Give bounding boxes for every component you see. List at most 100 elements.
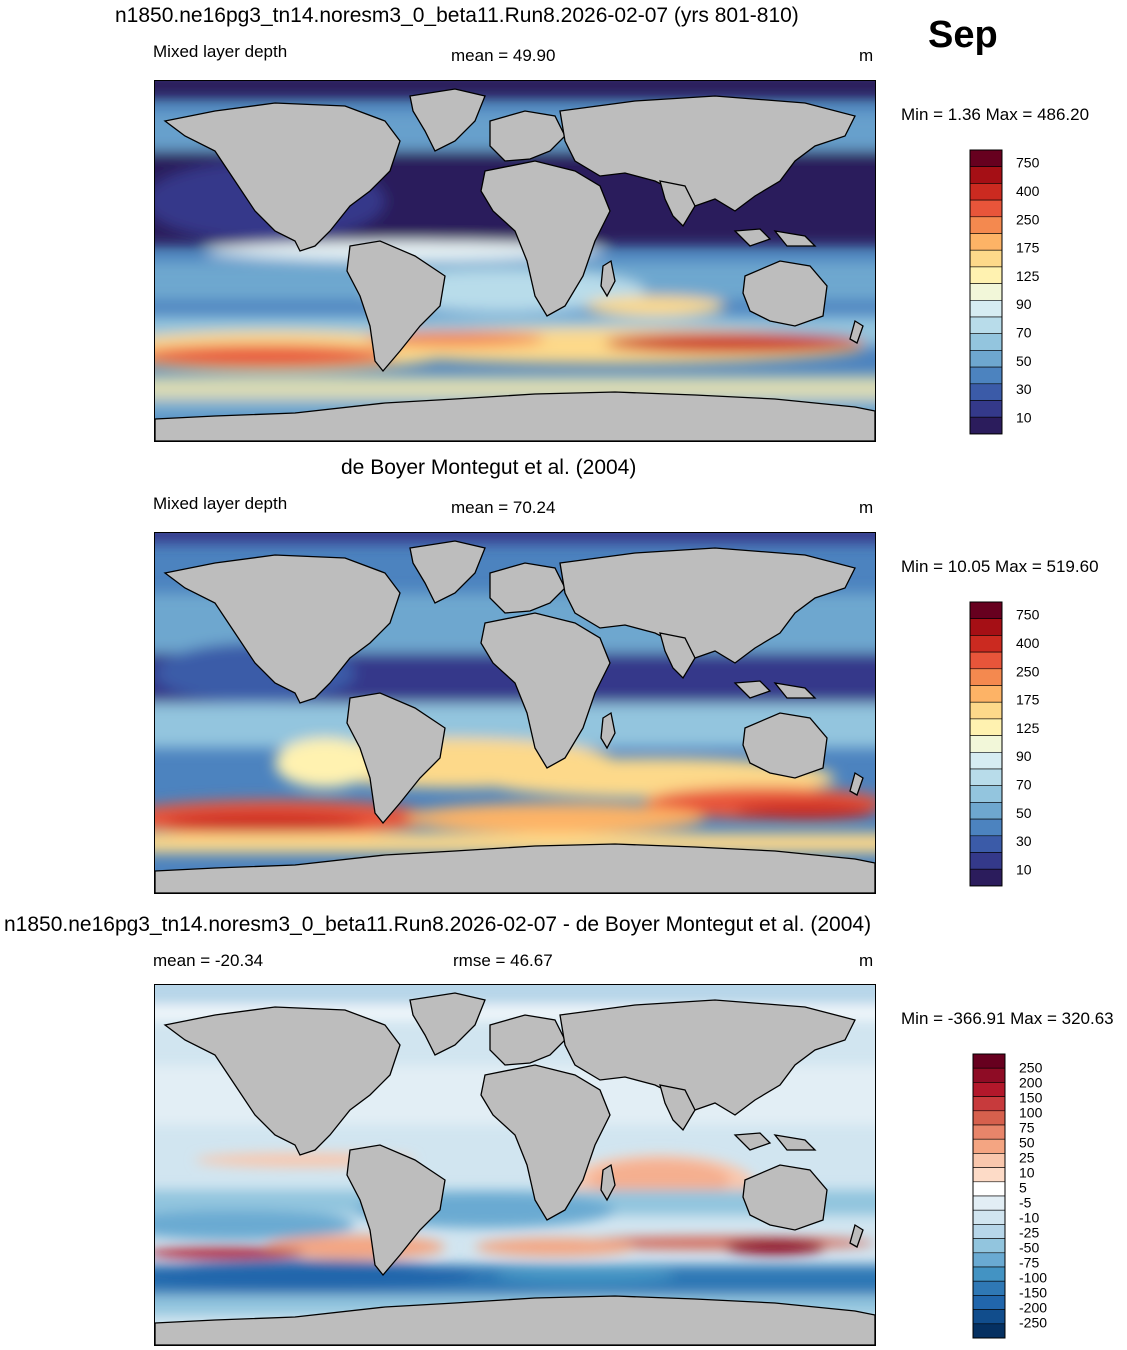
panel2-colorbar-swatch	[969, 735, 1003, 753]
panel2-colorbar-tick-label: 10	[1016, 861, 1032, 877]
panel3-colorbar-swatch	[972, 1124, 1006, 1140]
panel2-map	[154, 532, 876, 894]
panel2-colorbar-tick-label: 250	[1016, 663, 1040, 679]
panel2-colorbar-swatch	[969, 618, 1003, 636]
panel3-colorbar-tick-label: 200	[1019, 1075, 1043, 1091]
panel2-colorbar-swatch	[969, 852, 1003, 870]
panel1-colorbar-swatch	[969, 183, 1003, 201]
panel1-colorbar-tick-label: 750	[1016, 155, 1040, 171]
panel3-colorbar-tick-label: -100	[1019, 1270, 1047, 1286]
panel2-colorbar: 750 400 250 175 125 90 70 50 30 10	[969, 601, 1110, 887]
panel3-colorbar-swatch	[972, 1323, 1006, 1339]
panel3-colorbar-tick-label: -50	[1019, 1240, 1039, 1256]
panel2-colorbar-tick-label: 175	[1016, 692, 1040, 708]
panel2-colorbar-swatch	[969, 802, 1003, 820]
panel3-colorbar-tick-label: 150	[1019, 1090, 1043, 1106]
panel1-colorbar-tick-label: 50	[1016, 353, 1032, 369]
panel3-colorbar-swatch	[972, 1167, 1006, 1183]
panel3-colorbar-tick-label: -75	[1019, 1255, 1039, 1271]
panel3-colorbar-swatch	[972, 1309, 1006, 1325]
panel1-colorbar-swatch	[969, 233, 1003, 251]
panel3-colorbar-tick-label: 50	[1019, 1135, 1035, 1151]
panel2-colorbar-swatch	[969, 785, 1003, 803]
panel1-colorbar-swatch	[969, 166, 1003, 184]
month-label: Sep	[928, 14, 998, 56]
panel2-colorbar-swatch	[969, 601, 1003, 620]
panel1-colorbar-tick-label: 90	[1016, 296, 1032, 312]
panel2-colorbar-tick-label: 30	[1016, 833, 1032, 849]
panel2-colorbar-tick-label: 750	[1016, 607, 1040, 623]
panel3-minmax-label: Min = -366.91 Max = 320.63	[901, 1009, 1114, 1028]
panel2-variable-label: Mixed layer depth	[153, 494, 288, 513]
panel3-colorbar-tick-label: -250	[1019, 1315, 1047, 1331]
panel2-colorbar-swatch	[969, 635, 1003, 653]
panel1-colorbar-tick-label: 400	[1016, 183, 1040, 199]
panel2-colorbar-tick-label: 70	[1016, 777, 1032, 793]
panel2-colorbar-tick-label: 90	[1016, 748, 1032, 764]
panel1-colorbar-tick-label: 175	[1016, 240, 1040, 256]
panel1-colorbar-swatch	[969, 149, 1003, 168]
panel1-mean-label: mean = 49.90	[451, 46, 556, 65]
panel3-colorbar-swatch	[972, 1053, 1006, 1069]
panel3-colorbar-tick-label: 5	[1019, 1180, 1027, 1196]
panel3-colorbar-swatch	[972, 1295, 1006, 1310]
panel2-colorbar-tick-label: 400	[1016, 635, 1040, 651]
panel1-variable-label: Mixed layer depth	[153, 42, 288, 61]
panel2-colorbar-swatch	[969, 651, 1003, 670]
panel3-colorbar-swatch	[972, 1181, 1006, 1197]
panel1-colorbar-swatch	[969, 216, 1003, 234]
panel2-minmax-label: Min = 10.05 Max = 519.60	[901, 557, 1099, 576]
panel3-colorbar-tick-label: 75	[1019, 1120, 1035, 1136]
panel3-mean-label: mean = -20.34	[153, 951, 264, 970]
panel2-title: de Boyer Montegut et al. (2004)	[341, 456, 637, 479]
panel2-colorbar-swatch	[969, 818, 1003, 837]
panel1-colorbar-swatch	[969, 266, 1003, 284]
panel1-colorbar-tick-label: 250	[1016, 211, 1040, 227]
panel1-colorbar-swatch	[969, 199, 1003, 218]
panel3-colorbar-tick-label: 100	[1019, 1105, 1043, 1121]
panel3-map	[154, 984, 876, 1346]
panel1-units-label: m	[859, 46, 874, 65]
panel3-colorbar-swatch	[972, 1238, 1006, 1254]
panel3-colorbar-tick-label: -200	[1019, 1300, 1047, 1316]
panel2-colorbar-tick-label: 50	[1016, 805, 1032, 821]
panel3-colorbar-swatch	[972, 1266, 1006, 1282]
panel2-colorbar-swatch	[969, 668, 1003, 686]
panel1-colorbar-tick-label: 125	[1016, 268, 1040, 284]
panel3-colorbar-tick-label: 250	[1019, 1060, 1043, 1076]
panel3-colorbar-swatch	[972, 1082, 1006, 1097]
panel1-map	[154, 80, 876, 442]
panel1-colorbar-swatch	[969, 366, 1003, 385]
panel1-colorbar-swatch	[969, 400, 1003, 418]
panel3-colorbar-tick-label: -150	[1019, 1285, 1047, 1301]
panel1-colorbar-swatch	[969, 300, 1003, 318]
panel3-title: n1850.ne16pg3_tn14.noresm3_0_beta11.Run8…	[4, 913, 872, 936]
panel3-colorbar-swatch	[972, 1110, 1006, 1126]
panel3-colorbar-swatch	[972, 1280, 1006, 1296]
panel1-colorbar: 750 400 250 175 125 90 70 50 30 10	[969, 149, 1110, 435]
panel1-colorbar-swatch	[969, 283, 1003, 301]
panel3-colorbar-swatch	[972, 1096, 1006, 1112]
panel3-colorbar-tick-label: 25	[1019, 1150, 1035, 1166]
panel1-minmax-label: Min = 1.36 Max = 486.20	[901, 105, 1090, 124]
panel2-units-label: m	[859, 498, 874, 517]
panel1-colorbar-tick-label: 30	[1016, 381, 1032, 397]
panel2-colorbar-swatch	[969, 835, 1003, 853]
panel3-units-label: m	[859, 951, 874, 970]
panel3-colorbar-tick-label: -25	[1019, 1225, 1039, 1241]
panel2-colorbar-border	[969, 601, 1003, 887]
panel3-colorbar-tick-label: 10	[1019, 1165, 1035, 1181]
panel2-colorbar-swatch	[969, 701, 1003, 720]
panel2-colorbar-tick-label: 125	[1016, 720, 1040, 736]
panel3-colorbar-swatch	[972, 1224, 1006, 1239]
panel3-colorbar-swatch	[972, 1153, 1006, 1168]
panel2-mean-label: mean = 70.24	[451, 498, 556, 517]
panel1-colorbar-tick-label: 10	[1016, 409, 1032, 425]
panel3-colorbar-swatch	[972, 1209, 1006, 1225]
panel1-colorbar-tick-label: 70	[1016, 325, 1032, 341]
panel1-colorbar-border	[969, 149, 1003, 435]
panel2-colorbar-swatch	[969, 752, 1003, 770]
panel1-colorbar-swatch	[969, 416, 1003, 435]
panel3-rmse-label: rmse = 46.67	[453, 951, 553, 970]
panel2-colorbar-swatch	[969, 768, 1003, 787]
